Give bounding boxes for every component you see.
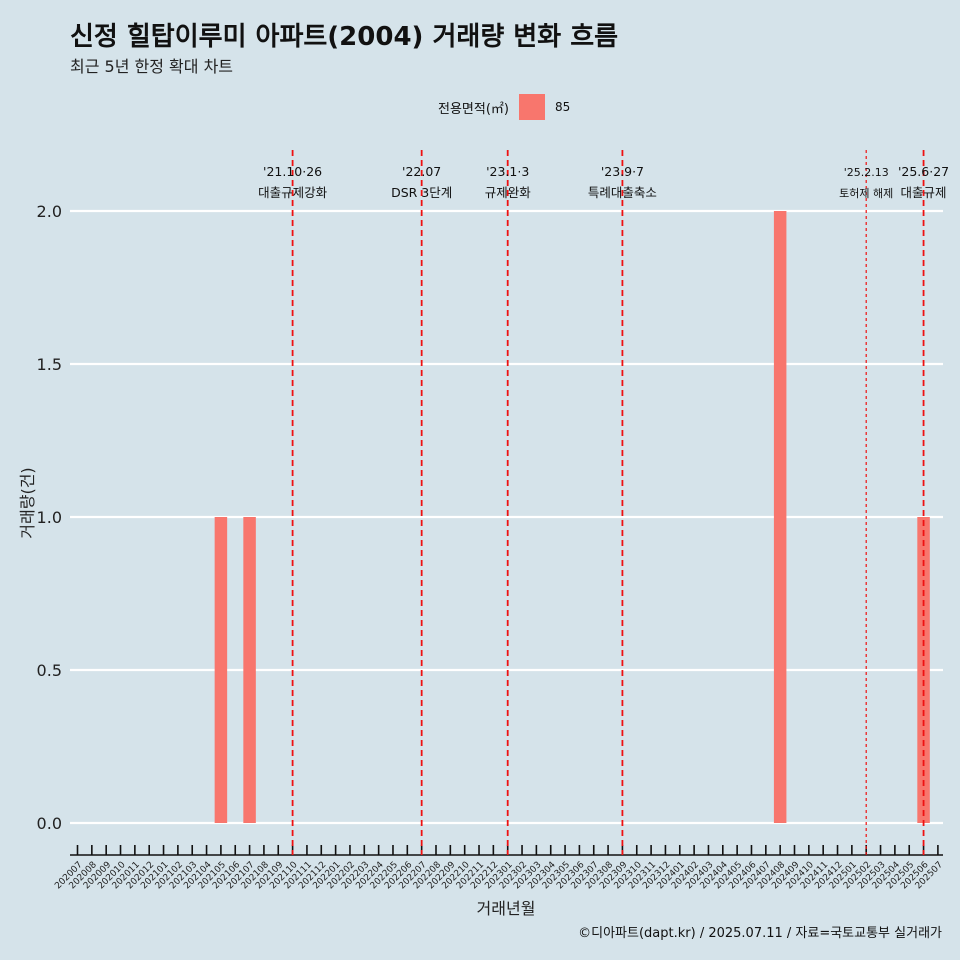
legend-label: 85	[554, 100, 571, 114]
source-caption: ©디아파트(dapt.kr) / 2025.07.11 / 자료=국토교통부 실…	[578, 926, 942, 941]
event-label: DSR 3단계	[391, 185, 452, 200]
event-date: '21.10·26	[263, 164, 322, 179]
bar	[214, 517, 228, 823]
bar	[773, 211, 787, 823]
chart-title: 신정 힐탑이루미 아파트(2004) 거래량 변화 흐름	[70, 22, 619, 52]
y-tick-label: 0.0	[37, 814, 62, 833]
y-tick-label: 0.5	[37, 661, 62, 680]
event-label: 대출규제	[901, 185, 947, 200]
event-label: 대출규제강화	[258, 185, 328, 200]
chart-subtitle: 최근 5년 한정 확대 차트	[70, 57, 234, 76]
y-tick-label: 1.5	[37, 355, 62, 374]
x-axis-title: 거래년월	[477, 899, 536, 918]
y-tick-label: 2.0	[37, 202, 62, 221]
y-axis-title: 거래량(건)	[18, 467, 37, 538]
event-label: 규제완화	[485, 185, 532, 200]
event-label: 특례대출축소	[588, 185, 657, 200]
event-label: 토허제 해제	[839, 186, 893, 200]
event-date: '23.9·7	[601, 164, 644, 179]
legend: 전용면적(㎡) 85	[438, 93, 570, 121]
legend-title: 전용면적(㎡)	[438, 101, 509, 117]
event-date: '23.1·3	[486, 164, 529, 179]
event-date: '25.6·27	[898, 164, 949, 179]
legend-swatch	[518, 94, 545, 120]
event-date: '22.07	[402, 164, 441, 179]
bar	[243, 517, 256, 823]
y-tick-label: 1.0	[37, 508, 62, 527]
event-date: '25.2.13	[844, 166, 889, 179]
